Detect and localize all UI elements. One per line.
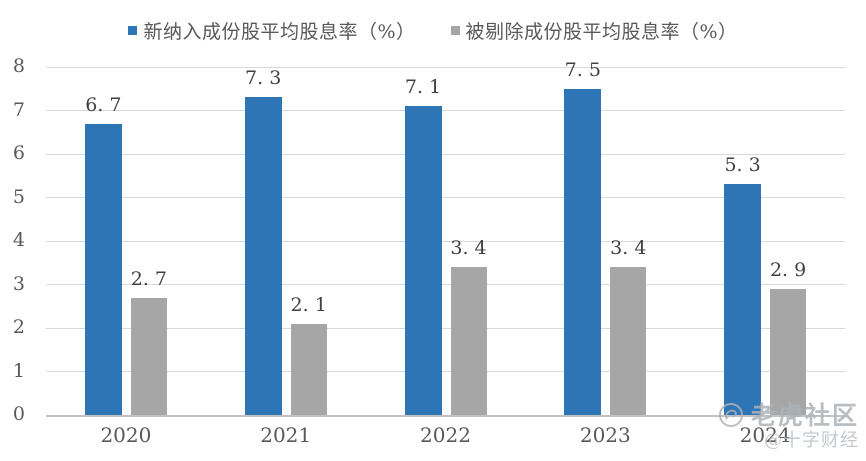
x-tick-label-2023: 2023 (579, 423, 631, 447)
bar-new-constituents-2022 (404, 106, 442, 415)
y-tick-label: 5 (12, 185, 25, 208)
y-gridline (46, 66, 845, 68)
y-tick-label: 6 (12, 142, 25, 165)
y-tick-label: 3 (12, 272, 25, 295)
value-label-removed-constituents-2023: 3. 4 (610, 237, 647, 260)
bar-new-constituents-2024 (724, 184, 762, 415)
y-gridline (46, 197, 845, 198)
value-label-removed-constituents-2024: 2. 9 (769, 258, 807, 281)
value-label-new-constituents-2024: 5. 3 (724, 154, 761, 177)
value-label-new-constituents-2022: 7. 1 (404, 76, 442, 99)
bar-removed-constituents-2022 (450, 267, 487, 415)
value-label-new-constituents-2021: 7. 3 (245, 67, 282, 90)
value-label-removed-constituents-2022: 3. 4 (450, 237, 487, 260)
bar-new-constituents-2021 (244, 97, 282, 415)
y-tick-label: 8 (12, 55, 25, 78)
y-tick-label: 1 (12, 359, 25, 382)
value-label-new-constituents-2020: 6. 7 (85, 93, 122, 116)
x-tick-label-2020: 2020 (100, 423, 152, 447)
bar-new-constituents-2023 (564, 88, 602, 415)
value-label-new-constituents-2023: 7. 5 (564, 58, 601, 81)
x-tick-label-2024: 2024 (739, 423, 791, 447)
plot-area: 0 1 2 3 4 5 6 7 8 2020 6. 7 2. 7 2021 7. 3 2. 1 2022 7. … (13, 57, 845, 445)
x-tick-label-2022: 2022 (420, 423, 471, 447)
y-gridline (46, 284, 845, 285)
y-tick-label: 4 (12, 229, 25, 252)
bar-removed-constituents-2023 (610, 267, 647, 415)
y-tick-label: 2 (12, 316, 25, 339)
bar-removed-constituents-2021 (290, 323, 327, 415)
legend-item-new-constituents: 新纳入成份股平均股息率（%） (128, 17, 415, 44)
y-gridline (46, 327, 845, 329)
chart-legend: 新纳入成份股平均股息率（%） 被剔除成份股平均股息率（%） (0, 17, 866, 44)
y-gridline (46, 371, 845, 372)
y-tick-label: 7 (12, 98, 25, 121)
y-gridline (46, 153, 845, 155)
legend-swatch-blue-icon (128, 26, 138, 35)
y-gridline (46, 110, 845, 111)
x-tick-label-2021: 2021 (260, 423, 312, 447)
value-label-removed-constituents-2021: 2. 1 (290, 293, 327, 316)
bar-removed-constituents-2020 (130, 297, 167, 415)
legend-label-removed-constituents: 被剔除成份股平均股息率（%） (465, 21, 738, 43)
y-gridline (46, 240, 845, 242)
value-label-removed-constituents-2020: 2. 7 (130, 267, 168, 290)
y-tick-label: 0 (12, 403, 25, 426)
legend-swatch-gray-icon (450, 26, 460, 35)
bar-new-constituents-2020 (84, 123, 122, 415)
legend-label-new-constituents: 新纳入成份股平均股息率（%） (143, 21, 416, 43)
legend-item-removed-constituents: 被剔除成份股平均股息率（%） (450, 17, 738, 44)
bar-removed-constituents-2024 (770, 288, 807, 415)
